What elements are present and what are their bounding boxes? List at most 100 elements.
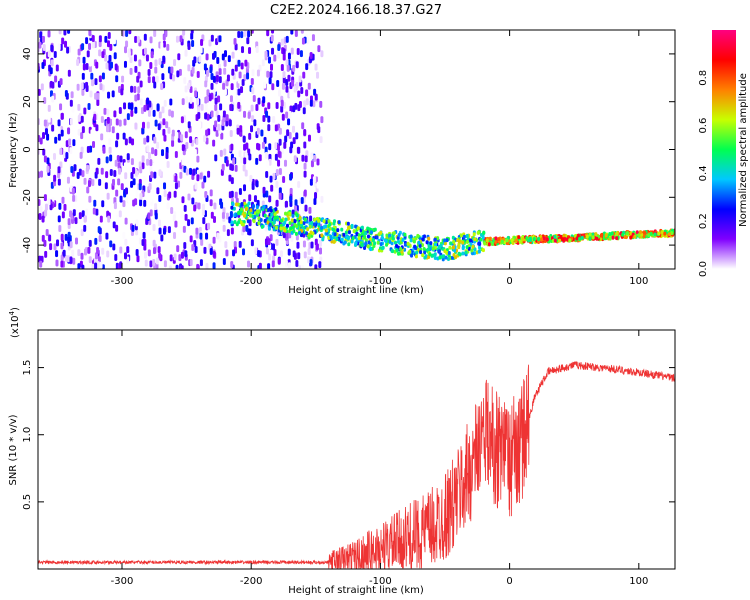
heatmap-cell: [381, 236, 385, 241]
heatmap-cell: [251, 204, 255, 209]
heatmap-cell: [217, 123, 221, 131]
heatmap-cell: [216, 57, 220, 65]
heatmap-cell: [172, 74, 176, 82]
heatmap-cell: [189, 85, 193, 93]
heatmap-cell: [241, 222, 245, 227]
heatmap-cell: [61, 211, 65, 219]
heatmap-cell: [488, 236, 492, 241]
heatmap-cell: [122, 200, 126, 208]
heatmap-cell: [87, 110, 91, 118]
heatmap-cell: [197, 112, 201, 120]
heatmap-cell: [333, 232, 337, 237]
heatmap-cell: [182, 225, 186, 233]
heatmap-cell: [126, 256, 130, 264]
heatmap-cell: [200, 38, 204, 46]
heatmap-cell: [125, 40, 129, 48]
heatmap-cell: [236, 127, 240, 135]
heatmap-cell: [221, 163, 225, 171]
heatmap-cell: [258, 262, 262, 269]
heatmap-cell: [230, 220, 234, 225]
heatmap-cell: [95, 124, 99, 132]
heatmap-cell: [195, 138, 199, 146]
heatmap-cell: [320, 195, 324, 203]
heatmap-cell: [354, 224, 358, 229]
heatmap-cell: [61, 196, 65, 204]
heatmap-cell: [292, 229, 296, 234]
heatmap-cell: [139, 166, 143, 174]
heatmap-cell: [327, 219, 331, 224]
heatmap-cell: [483, 241, 487, 246]
heatmap-cell: [81, 210, 85, 218]
heatmap-cell: [162, 55, 166, 63]
heatmap-cell: [401, 237, 405, 242]
heatmap-cell: [433, 255, 437, 260]
heatmap-cell: [238, 150, 242, 158]
heatmap-cell: [191, 40, 195, 48]
heatmap-cell: [300, 196, 304, 204]
heatmap-cell: [317, 126, 321, 134]
heatmap-cell: [306, 227, 310, 232]
heatmap-cell: [106, 116, 110, 124]
x-tick-label: -300: [111, 276, 134, 287]
heatmap-cell: [325, 220, 329, 225]
colorbar: 0.0 0.2 0.4 0.6 0.8 Normalized spectral ampl…: [698, 30, 749, 277]
heatmap-cell: [120, 88, 124, 96]
heatmap-cell: [244, 59, 248, 67]
heatmap-cell: [80, 82, 84, 90]
heatmap-cell: [196, 98, 200, 106]
heatmap-cell: [288, 131, 292, 139]
heatmap-cell: [84, 248, 88, 256]
heatmap-cell: [403, 242, 407, 247]
snr-multiplier-base: (x10: [10, 315, 21, 338]
heatmap-cell: [192, 168, 196, 176]
heatmap-cell: [87, 180, 91, 188]
heatmap-cell: [286, 129, 290, 137]
heatmap-cell: [113, 202, 117, 210]
heatmap-cell: [56, 239, 60, 247]
heatmap-cell: [418, 243, 422, 248]
heatmap-cell: [130, 158, 134, 166]
heatmap-cell: [55, 64, 59, 72]
heatmap-cells: [38, 30, 675, 269]
heatmap-cell: [291, 213, 295, 218]
heatmap-cell: [276, 143, 280, 151]
heatmap-cell: [114, 63, 118, 71]
heatmap-cell: [224, 241, 228, 249]
heatmap-cell: [262, 186, 266, 194]
heatmap-cell: [101, 264, 105, 269]
heatmap-cell: [271, 30, 275, 34]
heatmap-cell: [41, 35, 45, 43]
heatmap-cell: [600, 232, 604, 237]
heatmap-cell: [332, 239, 336, 244]
heatmap-cell: [115, 118, 119, 126]
heatmap-cell: [240, 86, 244, 94]
heatmap-cell: [187, 219, 191, 227]
heatmap-cell: [111, 126, 115, 134]
heatmap-cell: [482, 230, 486, 235]
heatmap-cell: [243, 143, 247, 151]
heatmap-cell: [95, 167, 99, 175]
heatmap-cell: [346, 225, 350, 230]
heatmap-cell: [109, 240, 113, 248]
heatmap-cell: [194, 246, 198, 254]
heatmap-cell: [111, 178, 115, 186]
heatmap-cell: [245, 224, 249, 232]
heatmap-cell: [461, 240, 465, 245]
heatmap-cell: [248, 46, 252, 54]
heatmap-cell: [77, 114, 81, 122]
heatmap-cell: [397, 251, 401, 256]
heatmap-cell: [147, 152, 151, 160]
heatmap-cell: [284, 200, 288, 208]
heatmap-cell: [591, 235, 595, 240]
heatmap-cell: [270, 184, 274, 192]
heatmap-cell: [314, 93, 318, 101]
heatmap-cell: [322, 219, 326, 224]
heatmap-cell: [297, 181, 301, 189]
heatmap-cell: [42, 43, 46, 51]
heatmap-cell: [129, 67, 133, 75]
heatmap-cell: [346, 236, 350, 241]
heatmap-cell: [113, 52, 117, 60]
heatmap-cell: [212, 216, 216, 224]
heatmap-cell: [235, 202, 239, 207]
heatmap-cell: [320, 233, 324, 238]
